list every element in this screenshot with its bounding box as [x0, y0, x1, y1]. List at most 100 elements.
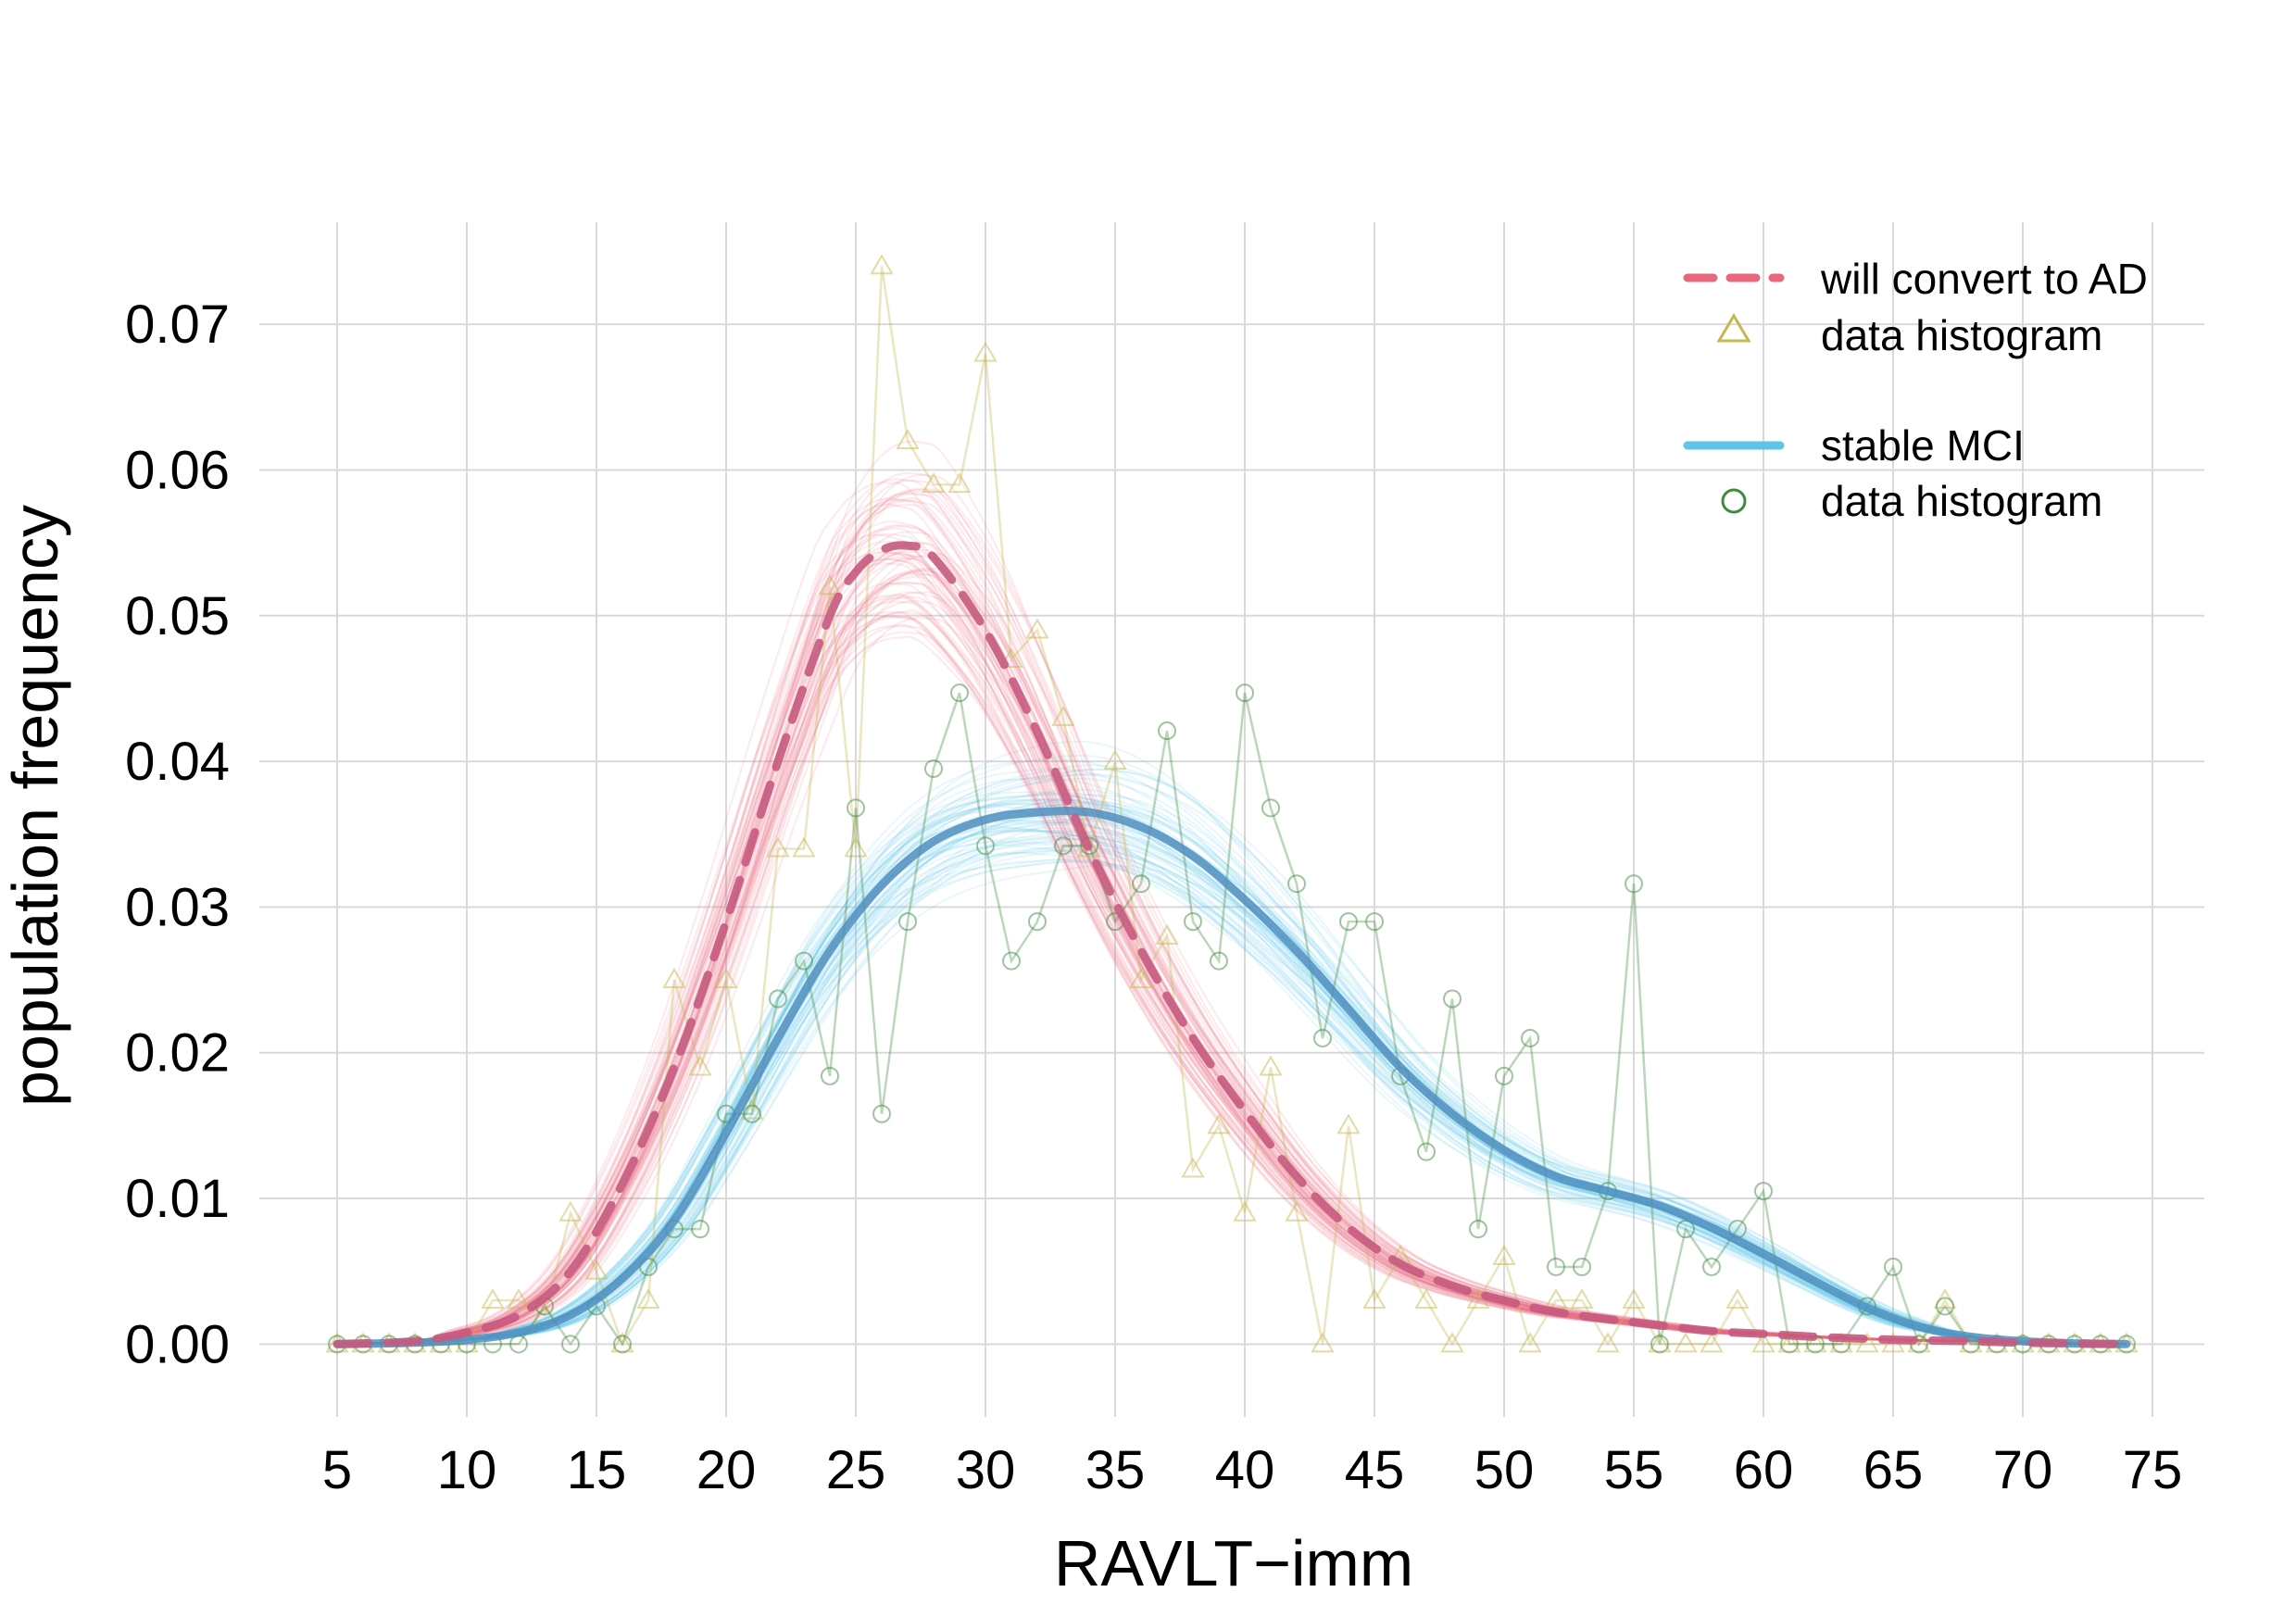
ad-histogram-triangle-point [1648, 1332, 1672, 1353]
mci-sample-curve [336, 824, 2127, 1346]
ad-histogram-triangle-point [740, 1098, 764, 1120]
mci-histogram-circle-point [1702, 1257, 1721, 1276]
mci-sample-curve [336, 823, 2127, 1346]
x-tick-label: 50 [1474, 1440, 1535, 1500]
ad-histogram-triangle-point [870, 254, 894, 275]
ad-histogram-triangle-point [1025, 618, 1049, 639]
ad-histogram-triangle-point [792, 836, 816, 858]
mci-histogram-circle-point [924, 758, 943, 778]
mci-sample-curve [336, 844, 2127, 1346]
y-tick-label: 0.03 [125, 877, 230, 937]
ad-histogram-triangle-point [818, 574, 842, 595]
mci-histogram-circle-point [898, 912, 917, 932]
ad-histogram-triangle-point [1622, 1288, 1646, 1310]
ad-sample-curve [336, 555, 2127, 1346]
mci-histogram-circle-point [561, 1335, 580, 1354]
mci-histogram-circle-point [1184, 912, 1202, 932]
ad-histogram-triangle-point [973, 341, 997, 362]
y-tick-label: 0.06 [125, 440, 230, 500]
mci-sample-curve [336, 844, 2127, 1346]
ad-histogram-triangle-point [662, 968, 686, 989]
ad-histogram-triangle-point [1051, 705, 1075, 726]
ad-histogram-triangle-point [610, 1332, 634, 1353]
mci-histogram-circle-point [1261, 798, 1280, 818]
mci-histogram-circle-point [1210, 951, 1228, 971]
ad-mean-curve [332, 541, 2131, 1348]
y-tick-label: 0.00 [125, 1314, 230, 1374]
ad-histogram-triangle-point [1518, 1332, 1542, 1353]
legend-label-ad: will convert to AD [1820, 255, 2148, 303]
ad-histogram-triangle-point [1570, 1288, 1594, 1310]
legend-triangle-icon [1716, 313, 1751, 343]
ad-histogram-triangle-point [1829, 1332, 1853, 1353]
mci-histogram-circle-point [1028, 912, 1047, 932]
x-tick-label: 75 [2123, 1440, 2183, 1500]
mci-histogram-circle-point [1443, 989, 1462, 1009]
ad-histogram-triangle-point [844, 836, 868, 858]
mci-histogram-circle-point [1132, 874, 1150, 894]
ad-histogram-triangle-point [896, 428, 920, 449]
ad-histogram-triangle-point [1285, 1200, 1309, 1222]
ad-histogram-triangle-point [1414, 1288, 1438, 1310]
mci-histogram-circle-point [1054, 836, 1073, 856]
x-tick-label: 10 [437, 1440, 497, 1500]
mci-sample-curve [336, 808, 2127, 1346]
legend-circle-icon [1721, 488, 1747, 514]
ad-sample-curve [336, 488, 2127, 1346]
mci-sample-curve [336, 792, 2127, 1346]
x-tick-label: 35 [1085, 1440, 1146, 1500]
ad-histogram-triangle-point [636, 1288, 660, 1310]
mci-histogram-circle-point [1650, 1335, 1669, 1354]
mci-histogram-circle-point [1936, 1297, 1954, 1316]
mci-histogram-circle-point [1754, 1182, 1773, 1201]
mci-histogram-circle-point [1002, 951, 1021, 971]
mci-histogram-circle-point [1287, 874, 1306, 894]
ad-sample-curve [336, 570, 2127, 1346]
mci-sample-curve [336, 768, 2127, 1346]
data-histograms [325, 254, 2139, 1354]
legend-label-ad-histogram: data histogram [1821, 311, 2102, 359]
mci-sample-curve [336, 837, 2127, 1346]
mci-sample-curve [336, 798, 2127, 1346]
mci-histogram-circle-point [795, 951, 813, 971]
mci-histogram-circle-point [950, 683, 969, 703]
x-axis-ticks: 5 10 15 20 25 30 35 40 45 50 55 60 65 70 75 [322, 1440, 2182, 1500]
mci-histogram-circle-point [613, 1335, 632, 1354]
mci-histogram-circle-point [743, 1104, 761, 1123]
y-axis-ticks: 0.00 0.01 0.02 0.03 0.04 0.05 0.06 0.07 [125, 295, 230, 1374]
ad-histogram-triangle-point [1155, 923, 1179, 945]
ad-histogram-triangle-point [688, 1055, 712, 1076]
x-tick-label: 30 [956, 1440, 1016, 1500]
ad-histogram-triangle-point [1362, 1288, 1386, 1310]
mci-sample-curve [336, 814, 2127, 1346]
ad-sample-curve [336, 488, 2127, 1346]
mci-sample-curve [336, 827, 2127, 1346]
ad-sample-curve [336, 623, 2127, 1346]
ad-histogram-triangle-point [1596, 1332, 1620, 1353]
x-tick-label: 45 [1345, 1440, 1405, 1500]
x-tick-label: 55 [1604, 1440, 1664, 1500]
y-axis-title: population frequency [0, 505, 71, 1107]
mci-mean-curve [332, 807, 2131, 1348]
ad-histogram-triangle-point [714, 968, 738, 989]
ad-histogram-triangle-point [1311, 1332, 1335, 1353]
ad-histogram-triangle-point [481, 1288, 505, 1310]
mci-sample-curve [336, 831, 2127, 1346]
mci-histogram-line [337, 692, 2127, 1348]
ad-histogram-triangle-point [1700, 1332, 1724, 1353]
ad-histogram-triangle-point [766, 836, 790, 858]
ad-histogram-triangle-point [1492, 1244, 1516, 1265]
mci-sample-curve [336, 806, 2127, 1346]
ad-histogram-triangle-point [1725, 1288, 1750, 1310]
ad-histogram-triangle-point [922, 472, 946, 494]
ad-sample-curve [336, 591, 2127, 1346]
mci-histogram-circle-point [1547, 1257, 1565, 1276]
mci-histogram-circle-point [1676, 1220, 1695, 1239]
ad-histogram-line [337, 266, 2127, 1348]
y-tick-label: 0.07 [125, 295, 230, 355]
mci-histogram-circle-point [872, 1104, 891, 1123]
mci-histogram-circle-point [1573, 1257, 1591, 1276]
mci-sample-curve [336, 801, 2127, 1346]
mci-histogram-circle-point [769, 989, 787, 1009]
